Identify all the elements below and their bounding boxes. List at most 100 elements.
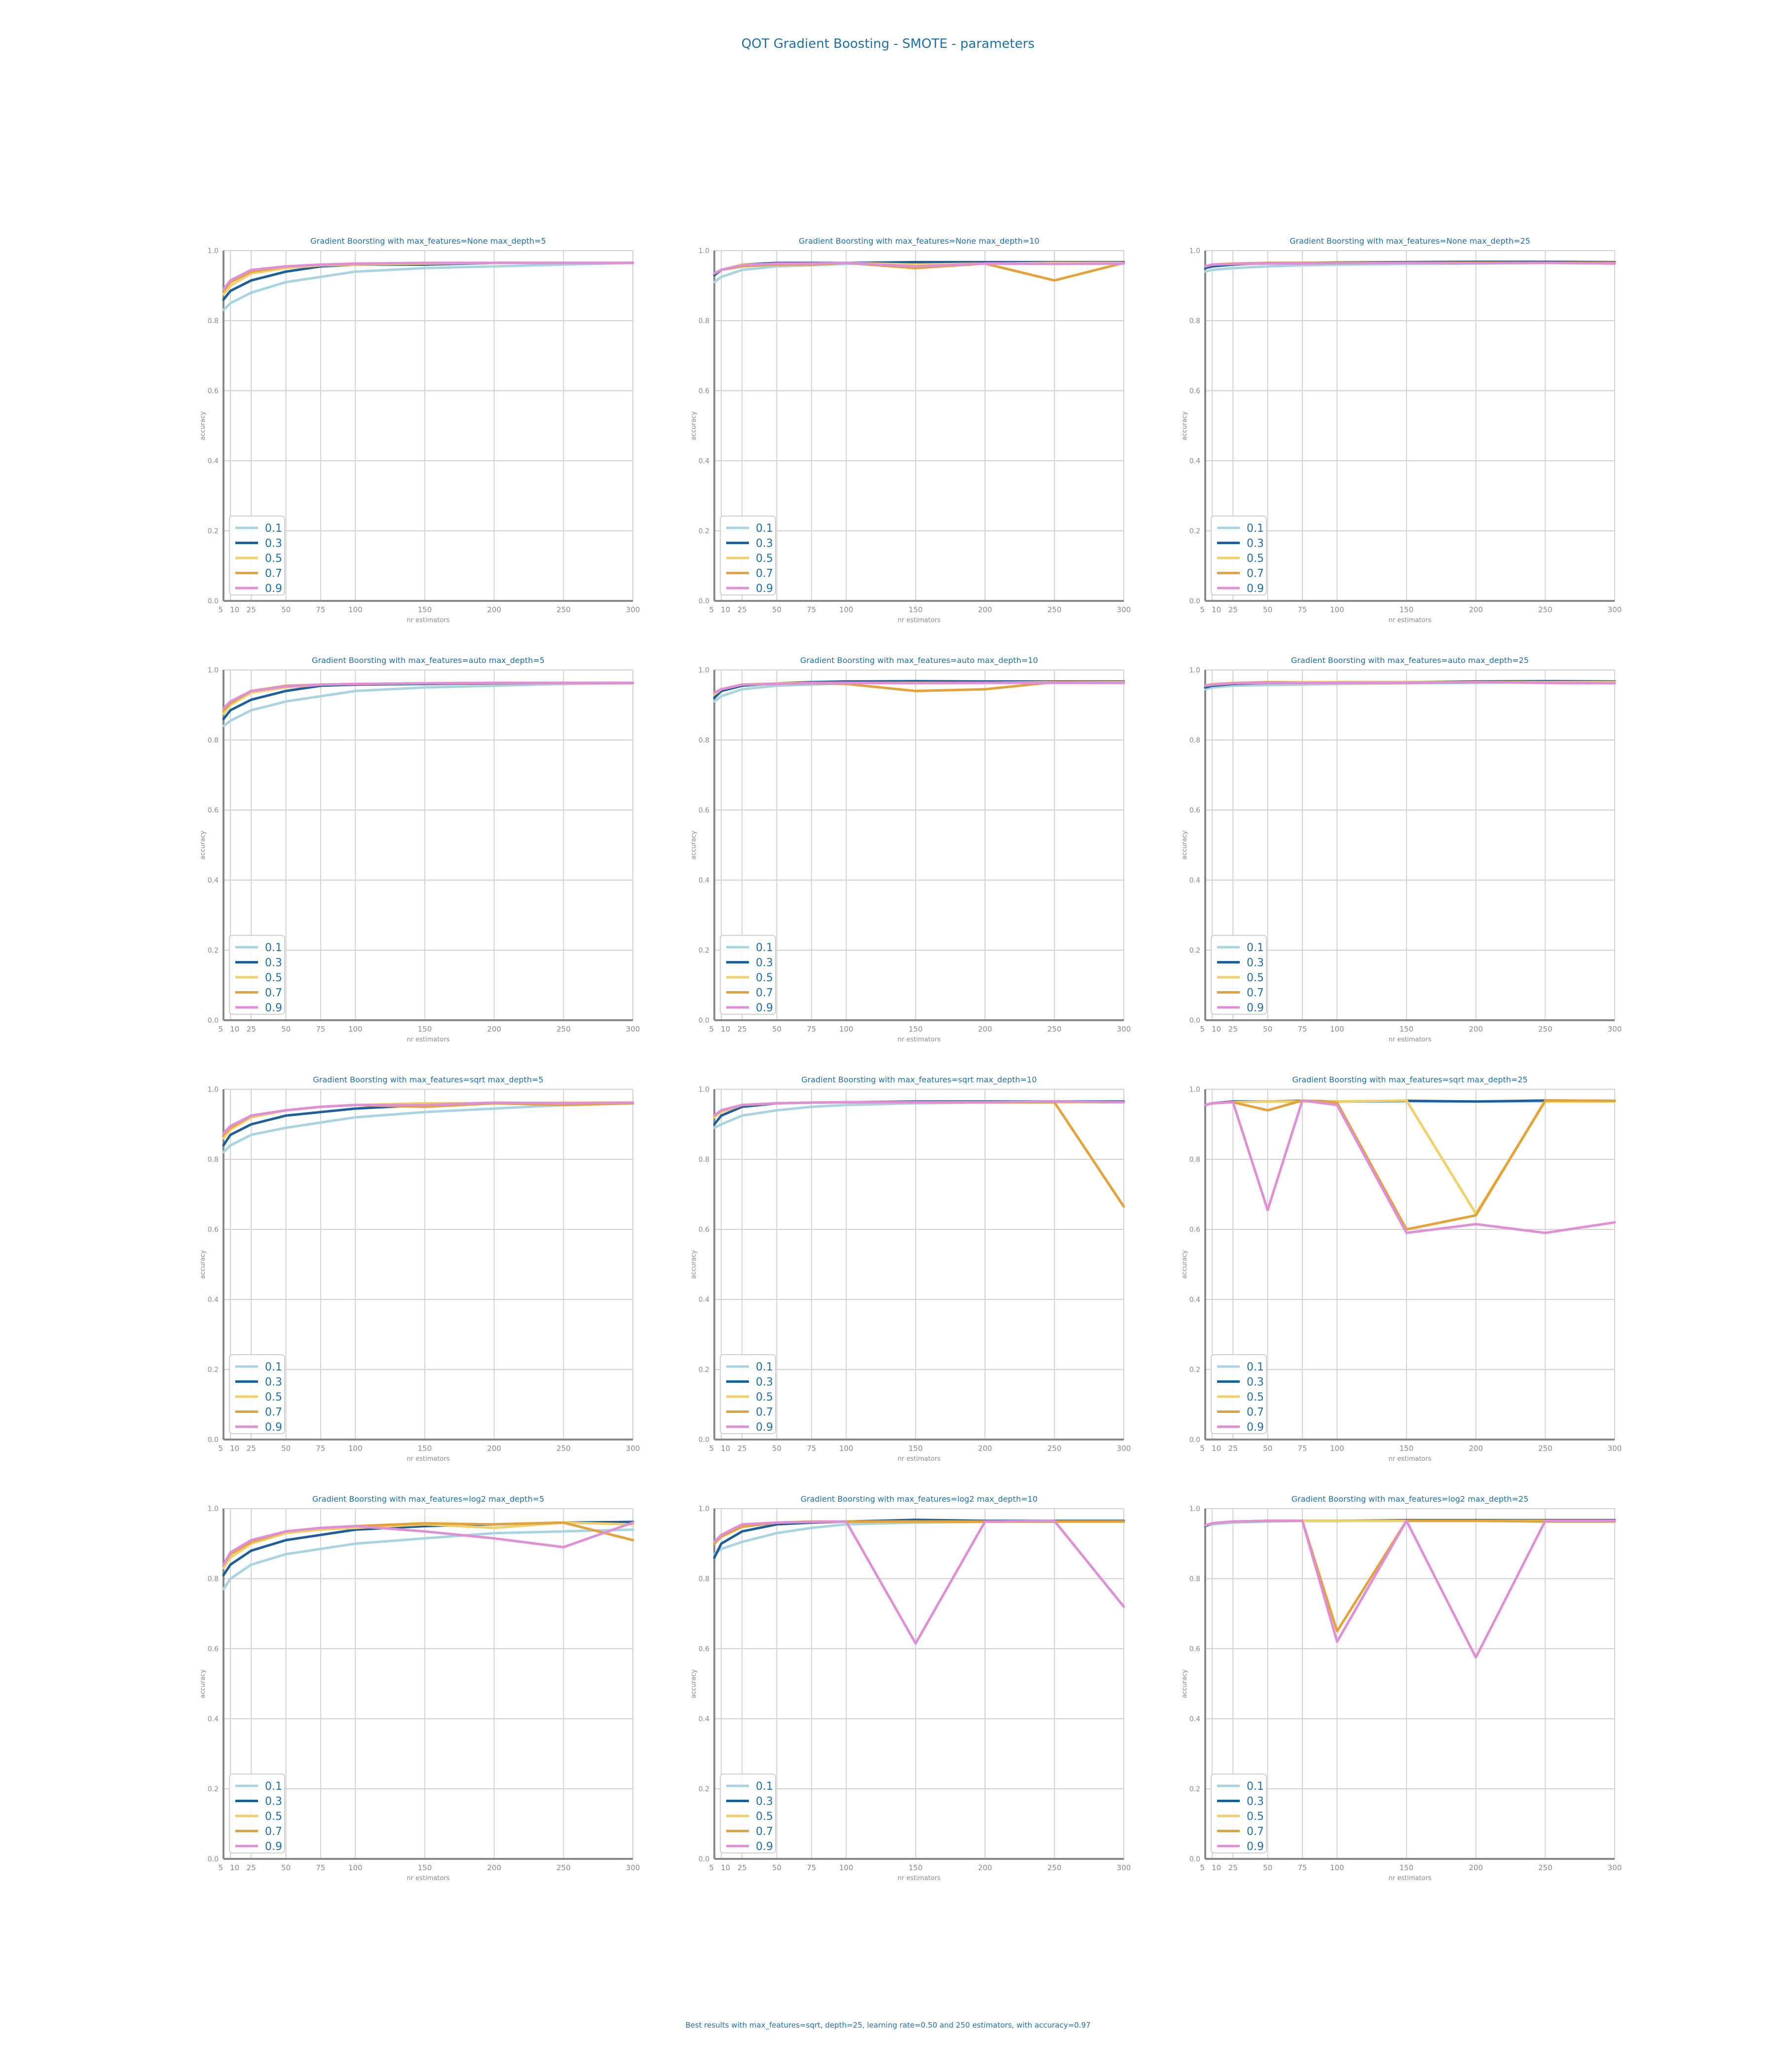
x-tick-label: 250: [1047, 1444, 1062, 1453]
x-tick-label: 200: [1469, 1025, 1483, 1034]
series-line-0-7: [222, 1102, 634, 1136]
legend-label: 0.7: [756, 1826, 773, 1838]
x-tick-label: 200: [978, 1025, 992, 1034]
legend-box: [229, 1774, 285, 1853]
figure-title: QOT Gradient Boosting - SMOTE - paramete…: [741, 37, 1035, 51]
x-tick-label: 25: [1228, 1025, 1238, 1034]
legend-label: 0.7: [1247, 987, 1264, 999]
x-tick-label: 75: [1297, 1444, 1307, 1453]
x-tick-label: 10: [230, 1025, 239, 1034]
x-axis-label: nr estimators: [1389, 1036, 1432, 1043]
legend-box: [1211, 1774, 1267, 1853]
y-tick-label: 0.2: [699, 947, 709, 955]
y-tick-label: 0.0: [699, 1436, 709, 1444]
y-tick-label: 0.4: [208, 1296, 219, 1304]
y-tick-label: 0.0: [208, 1855, 219, 1863]
legend-label: 0.9: [1247, 1841, 1264, 1853]
legend-box: [720, 1774, 776, 1853]
y-tick-label: 0.4: [699, 457, 709, 465]
x-tick-label: 50: [1263, 1444, 1272, 1453]
x-tick-label: 300: [1608, 605, 1622, 614]
x-tick-label: 300: [1117, 1444, 1131, 1453]
series-line-0-9: [222, 261, 634, 291]
series-line-0-3: [222, 1520, 634, 1577]
x-tick-label: 250: [556, 605, 571, 614]
x-tick-label: 200: [978, 1863, 992, 1872]
legend-label: 0.5: [265, 553, 282, 565]
x-tick-label: 5: [709, 1444, 714, 1453]
best-results-note: Best results with max_features=sqrt, dep…: [685, 2021, 1091, 2030]
series-line-0-5: [222, 1521, 634, 1570]
x-axis-label: nr estimators: [898, 617, 941, 624]
series-line-0-5: [1204, 1099, 1616, 1215]
legend-label: 0.7: [756, 1406, 773, 1419]
y-tick-label: 1.0: [699, 666, 709, 674]
y-tick-label: 0.8: [1189, 1156, 1200, 1164]
series-line-0-9: [1204, 261, 1616, 268]
y-tick-label: 0.2: [1189, 947, 1200, 955]
legend-label: 0.9: [756, 1002, 773, 1014]
x-tick-label: 50: [281, 1025, 291, 1034]
y-axis-label: accuracy: [690, 1250, 698, 1279]
x-tick-label: 250: [1538, 1444, 1553, 1453]
y-tick-label: 0.2: [699, 1785, 709, 1793]
x-tick-label: 300: [1117, 1863, 1131, 1872]
y-tick-label: 1.0: [1189, 1505, 1200, 1513]
x-axis-label: nr estimators: [1389, 617, 1432, 624]
x-tick-label: 5: [1200, 1444, 1205, 1453]
legend-label: 0.9: [265, 1002, 282, 1014]
y-axis-label: accuracy: [1181, 411, 1188, 440]
subplot-10: Gradient Boorsting with max_features=log…: [199, 1494, 640, 1882]
x-tick-label: 150: [418, 605, 432, 614]
series-line-0-9: [222, 1521, 634, 1566]
x-tick-label: 250: [1538, 605, 1553, 614]
x-tick-label: 25: [1228, 605, 1238, 614]
y-axis-label: accuracy: [690, 830, 698, 859]
y-tick-label: 0.6: [208, 1226, 219, 1234]
subplot-title: Gradient Boorsting with max_features=Non…: [799, 236, 1039, 246]
legend-label: 0.3: [1247, 957, 1264, 969]
legend-label: 0.5: [265, 1391, 282, 1404]
y-tick-label: 0.2: [1189, 1366, 1200, 1374]
legend-label: 0.3: [756, 538, 773, 550]
y-tick-label: 0.6: [1189, 1645, 1200, 1653]
x-tick-label: 25: [1228, 1444, 1238, 1453]
x-tick-label: 75: [1297, 605, 1307, 614]
x-tick-label: 200: [487, 605, 501, 614]
subplot-2: Gradient Boorsting with max_features=Non…: [690, 236, 1131, 624]
legend-label: 0.3: [265, 538, 282, 550]
x-tick-label: 100: [348, 605, 363, 614]
legend-label: 0.1: [756, 1361, 773, 1373]
legend-label: 0.5: [1247, 1391, 1264, 1404]
x-tick-label: 5: [1200, 1863, 1205, 1872]
legend-label: 0.5: [1247, 553, 1264, 565]
legend-label: 0.1: [265, 522, 282, 535]
y-tick-label: 0.2: [699, 1366, 709, 1374]
legend-label: 0.3: [756, 1796, 773, 1808]
y-tick-label: 0.2: [208, 1366, 219, 1374]
x-tick-label: 100: [348, 1025, 363, 1034]
y-tick-label: 0.4: [699, 877, 709, 885]
x-tick-label: 10: [1212, 1444, 1221, 1453]
x-tick-label: 150: [418, 1863, 432, 1872]
x-tick-label: 50: [281, 605, 291, 614]
x-tick-label: 5: [218, 1863, 223, 1872]
y-tick-label: 1.0: [699, 247, 709, 255]
y-tick-label: 1.0: [699, 1505, 709, 1513]
x-tick-label: 100: [1330, 1444, 1344, 1453]
y-axis-label: accuracy: [199, 830, 207, 859]
series-line-0-3: [222, 1101, 634, 1147]
y-tick-label: 0.6: [208, 1645, 219, 1653]
y-tick-label: 0.8: [699, 1156, 709, 1164]
legend-box: [1211, 1354, 1267, 1434]
y-tick-label: 1.0: [1189, 1086, 1200, 1094]
series-line-0-1: [222, 261, 634, 312]
x-tick-label: 5: [709, 605, 714, 614]
legend-label: 0.3: [265, 1376, 282, 1389]
y-tick-label: 0.0: [699, 1017, 709, 1025]
x-tick-label: 150: [1400, 605, 1414, 614]
y-tick-label: 0.8: [699, 1575, 709, 1583]
x-tick-label: 150: [909, 1444, 923, 1453]
x-tick-label: 100: [1330, 1863, 1344, 1872]
x-axis-label: nr estimators: [898, 1455, 941, 1463]
